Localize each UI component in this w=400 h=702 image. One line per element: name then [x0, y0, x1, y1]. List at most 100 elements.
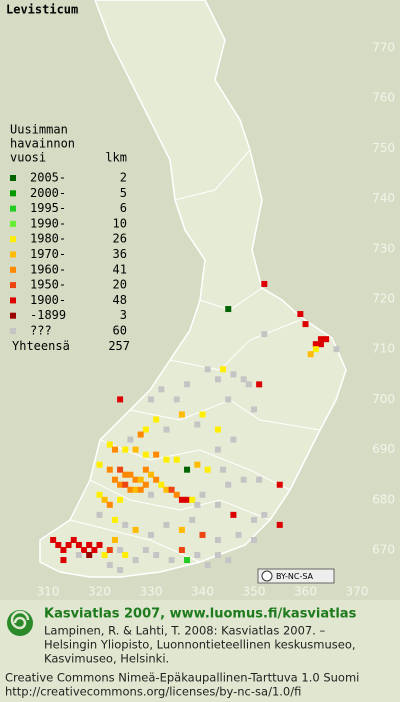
record-square — [251, 406, 257, 413]
legend-label: -1899 — [30, 308, 66, 322]
record-square — [122, 481, 129, 488]
record-square — [214, 552, 221, 559]
record-square — [111, 536, 118, 543]
y-coord-label: 730 — [372, 241, 395, 255]
legend-count-header: lkm — [105, 151, 127, 165]
record-square — [96, 491, 103, 498]
record-square — [333, 346, 340, 353]
x-coord-label: 350 — [243, 585, 266, 599]
legend-label: 1950- — [30, 278, 66, 292]
record-square — [184, 466, 191, 473]
record-square — [117, 496, 124, 503]
legend-count: 41 — [113, 262, 127, 276]
record-square — [117, 466, 124, 473]
record-square — [111, 476, 118, 483]
record-square — [122, 521, 129, 528]
y-coord-label: 760 — [372, 91, 395, 105]
record-square — [163, 426, 170, 433]
record-square — [184, 557, 191, 564]
record-square — [106, 547, 113, 553]
record-square — [137, 476, 144, 483]
record-square — [225, 306, 232, 313]
record-square — [204, 366, 211, 373]
record-square — [132, 557, 139, 564]
footer-bg — [0, 600, 400, 702]
record-square — [117, 547, 124, 553]
record-square — [276, 481, 283, 488]
record-square — [194, 552, 201, 559]
record-square — [106, 466, 113, 473]
legend-label: 1960- — [30, 262, 66, 276]
record-square — [317, 336, 324, 343]
legend-swatch — [10, 251, 16, 258]
record-square — [117, 567, 124, 574]
y-coord-label: 770 — [372, 41, 395, 55]
record-square — [148, 531, 154, 538]
record-square — [261, 331, 268, 338]
record-square — [127, 436, 134, 443]
record-square — [240, 376, 247, 383]
record-square — [194, 501, 201, 508]
record-square — [214, 501, 221, 508]
record-square — [251, 516, 257, 523]
record-square — [225, 396, 232, 403]
finland-land — [39, 0, 347, 578]
record-square — [75, 552, 82, 559]
record-square — [312, 341, 319, 348]
legend-label: 1990- — [30, 216, 66, 230]
records — [50, 280, 340, 574]
record-square — [153, 552, 160, 559]
record-square — [261, 511, 268, 518]
record-square — [251, 536, 257, 543]
record-square — [132, 446, 139, 453]
logo — [7, 610, 33, 636]
x-coord-label: 330 — [140, 585, 163, 599]
record-square — [142, 481, 149, 488]
record-square — [142, 426, 149, 433]
record-square — [86, 541, 93, 548]
record-square — [122, 552, 129, 559]
record-square — [235, 531, 242, 538]
legend-swatch — [10, 328, 16, 334]
cc-badge-box — [257, 568, 335, 584]
legend-label: 1900- — [30, 293, 66, 307]
record-square — [214, 376, 221, 383]
record-square — [153, 416, 160, 423]
record-square — [163, 456, 170, 463]
record-square — [245, 381, 252, 388]
record-square — [50, 536, 57, 543]
record-square — [204, 466, 211, 473]
record-square — [307, 351, 314, 358]
record-square — [173, 396, 180, 403]
record-square — [204, 562, 211, 569]
record-square — [220, 366, 227, 373]
record-square — [111, 516, 118, 523]
record-square — [173, 491, 180, 498]
record-square — [132, 476, 139, 483]
x-coord-label: 310 — [37, 585, 60, 599]
record-square — [297, 311, 304, 318]
record-square — [106, 501, 113, 508]
legend-count: 36 — [113, 247, 127, 261]
legend-count: 10 — [113, 216, 127, 230]
record-square — [60, 557, 67, 564]
site: Kasviatlas 2007, www.luomus.fi/kasviatla… — [44, 607, 357, 622]
record-square — [225, 557, 232, 564]
record-square — [184, 381, 191, 388]
record-square — [317, 341, 324, 348]
record-square — [142, 466, 149, 473]
y-coord-label: 750 — [372, 141, 395, 155]
legend-label: ??? — [30, 324, 52, 338]
logo-swirl — [10, 610, 30, 630]
record-square — [199, 491, 206, 498]
legend-label: 2000- — [30, 186, 66, 200]
record-square — [199, 531, 206, 538]
legend-swatch — [10, 236, 16, 243]
record-square — [312, 346, 319, 353]
legend-swatch — [10, 266, 16, 273]
record-square — [261, 280, 268, 287]
y-coord-label: 670 — [372, 543, 395, 557]
legend-count: 20 — [113, 278, 127, 292]
record-square — [189, 516, 196, 523]
record-square — [178, 526, 185, 533]
